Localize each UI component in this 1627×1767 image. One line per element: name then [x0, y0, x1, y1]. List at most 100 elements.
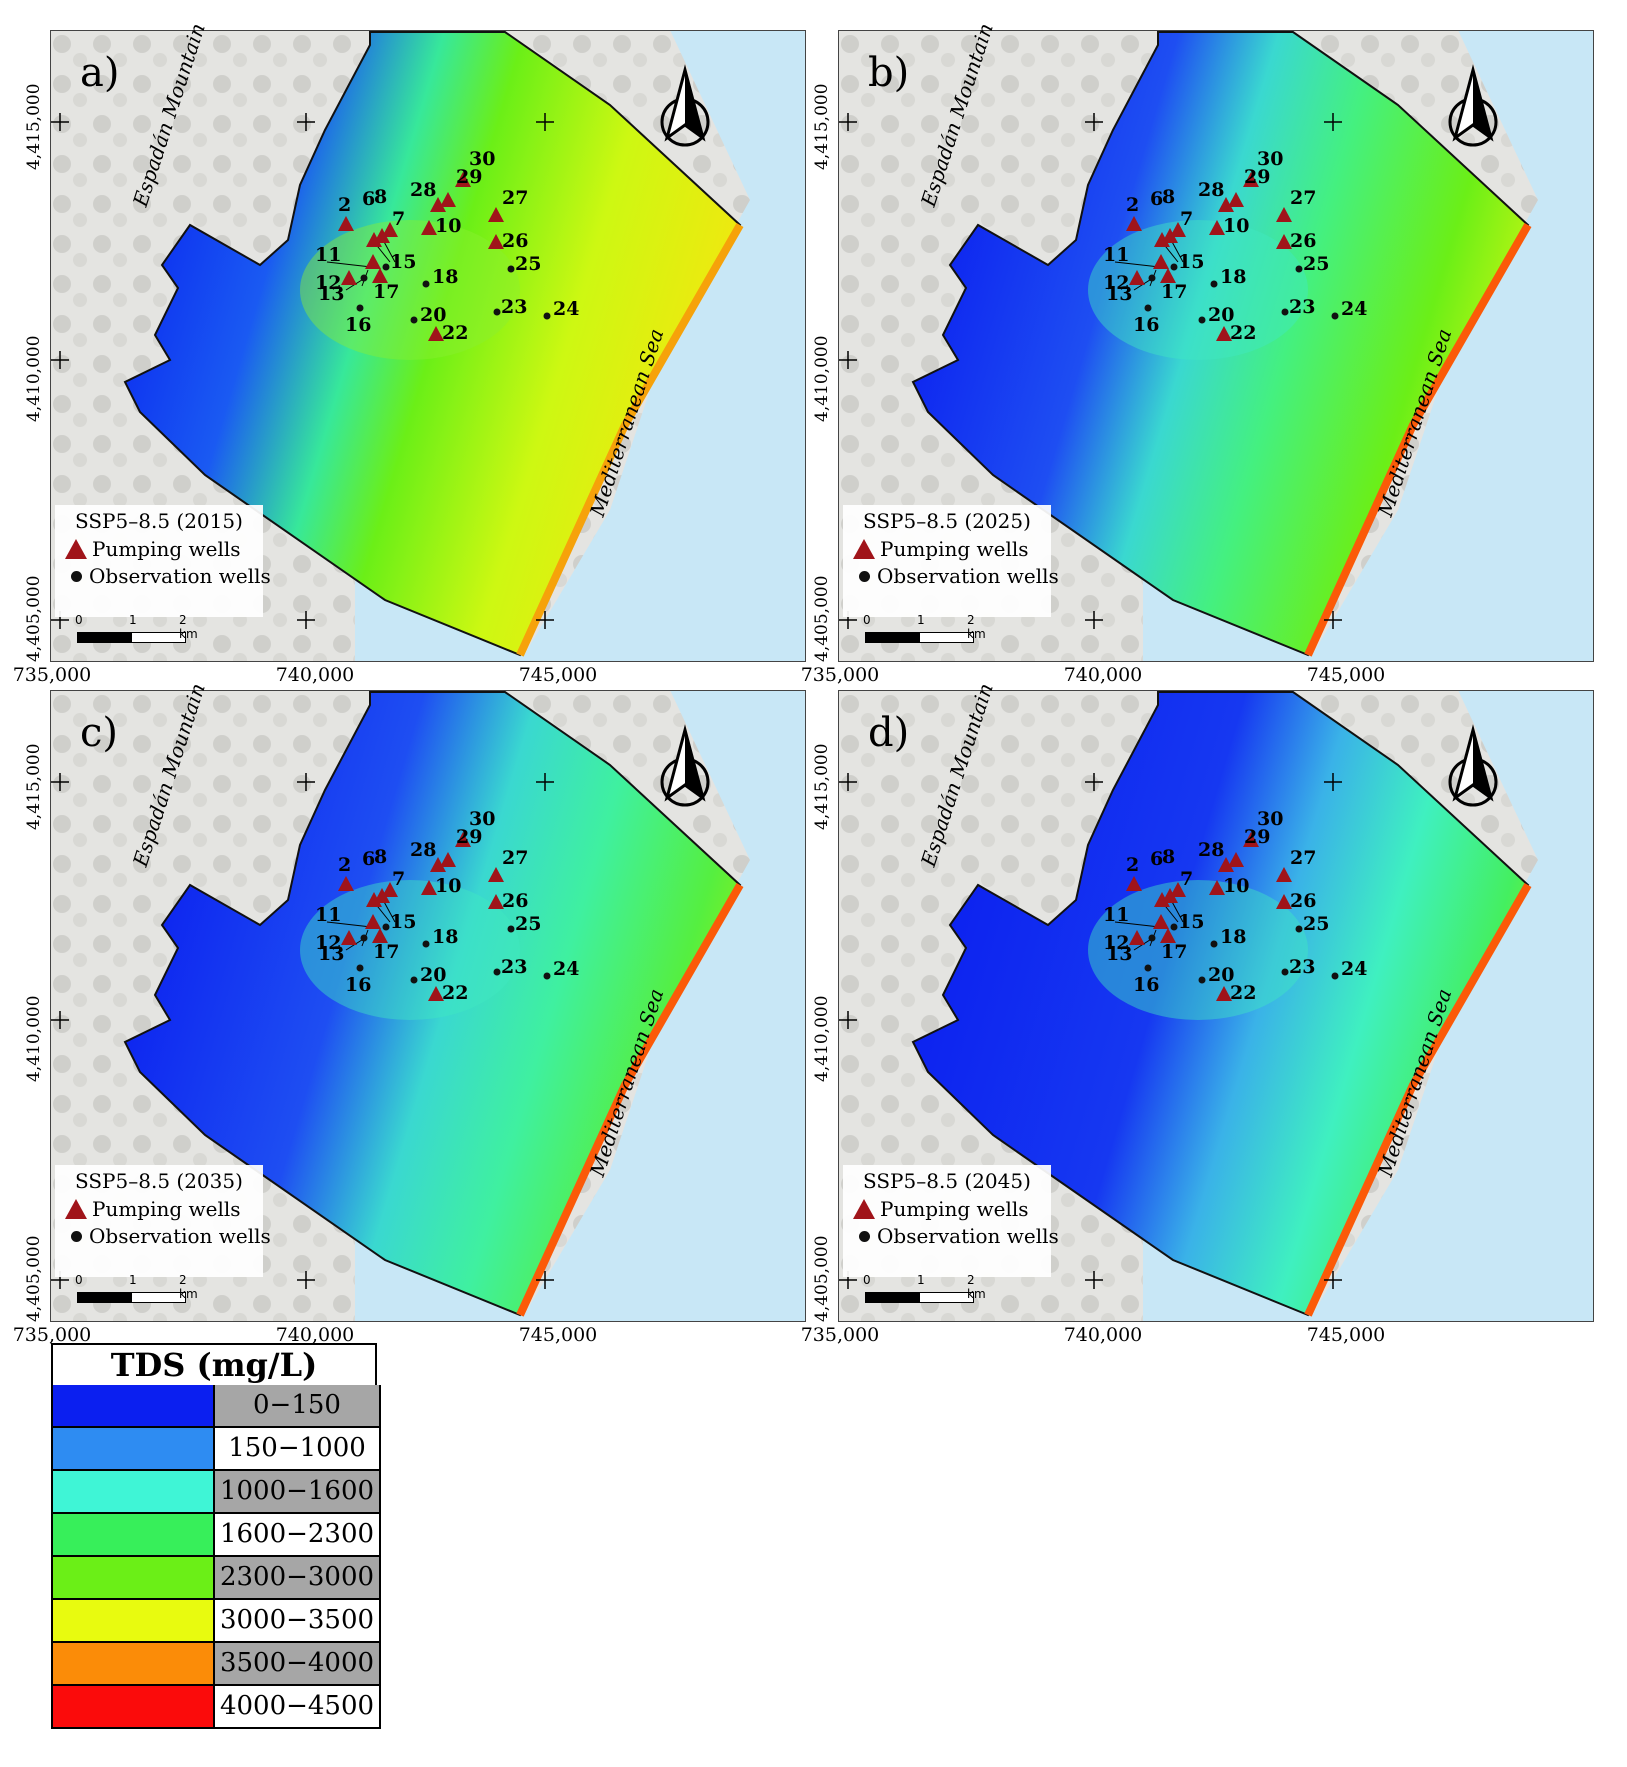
- pumping-well-28: [1218, 197, 1234, 212]
- well-label-18: 18: [432, 266, 459, 288]
- tds-class-row: 3500−4000: [51, 1643, 381, 1686]
- tds-color-swatch: [53, 1385, 213, 1426]
- y-tick-label: 4,410,000: [812, 335, 832, 422]
- x-tick-label: 745,000: [518, 664, 598, 686]
- x-tick-label: 735,000: [12, 664, 92, 686]
- panel-label: c): [80, 710, 119, 756]
- pumping-well-2: [338, 876, 354, 891]
- dot-icon: [71, 570, 82, 582]
- y-tick-label: 4,405,000: [24, 575, 44, 662]
- pumping-well-26: [488, 234, 504, 249]
- pumping-well-7: [1170, 222, 1186, 237]
- well-label-27: 27: [1290, 187, 1317, 209]
- well-label-26: 26: [1290, 230, 1317, 252]
- y-tick-label: 4,415,000: [812, 83, 832, 170]
- pumping-well-30: [455, 172, 471, 187]
- pumping-well-22: [428, 986, 444, 1001]
- well-label-6: 6: [1150, 848, 1164, 870]
- x-tick-label: 740,000: [1063, 664, 1143, 686]
- pumping-well-28: [430, 857, 446, 872]
- dot-icon: [859, 1230, 870, 1242]
- pumping-well-29: [440, 192, 456, 207]
- y-tick-label: 4,405,000: [812, 1235, 832, 1322]
- scale-label: 2 km: [179, 1273, 198, 1301]
- pumping-well-10: [421, 880, 437, 895]
- well-label-26: 26: [502, 230, 529, 252]
- well-label-29: 29: [456, 826, 483, 848]
- well-label-22: 22: [442, 322, 469, 344]
- pumping-well-27: [1276, 867, 1292, 882]
- well-label-24: 24: [553, 958, 580, 980]
- well-label-2: 2: [338, 194, 352, 216]
- well-label-20: 20: [1208, 964, 1235, 986]
- legend-pumping: Pumping wells: [853, 537, 1029, 561]
- scale-label: 0: [75, 613, 83, 627]
- well-label-15: 15: [390, 911, 417, 933]
- tds-class-row: 150−1000: [51, 1428, 381, 1471]
- pumping-well-8: [1162, 228, 1178, 243]
- well-label-12: 12: [315, 272, 342, 294]
- well-label-18: 18: [1220, 266, 1247, 288]
- pumping-well-2: [1126, 876, 1142, 891]
- tds-class-label: 0−150: [213, 1385, 379, 1426]
- pumping-well-27: [488, 867, 504, 882]
- well-label-16: 16: [345, 974, 372, 996]
- pumping-well-10: [1209, 220, 1225, 235]
- pumping-well-11: [1153, 914, 1169, 929]
- scale-label: 0: [863, 1273, 871, 1287]
- legend-observation: Observation wells: [65, 564, 271, 588]
- well-label-18: 18: [1220, 926, 1247, 948]
- x-tick-label: 740,000: [275, 1324, 355, 1346]
- pumping-well-12: [341, 930, 357, 945]
- well-label-2: 2: [1126, 194, 1140, 216]
- panel-label: d): [868, 710, 910, 756]
- well-label-16: 16: [1133, 974, 1160, 996]
- observation-well-25: [1295, 265, 1303, 273]
- observation-well-16: [1144, 964, 1152, 972]
- pumping-well-2: [1126, 216, 1142, 231]
- scale-bar: 0 1 2 km: [863, 613, 986, 643]
- x-tick-label: 745,000: [1306, 1324, 1386, 1346]
- well-label-17: 17: [1161, 281, 1188, 303]
- legend-pumping-label: Pumping wells: [880, 1197, 1029, 1221]
- well-label-22: 22: [1230, 322, 1257, 344]
- well-label-13: 13: [318, 283, 345, 305]
- scale-label: 2 km: [967, 1273, 986, 1301]
- well-label-28: 28: [410, 179, 437, 201]
- well-label-22: 22: [1230, 982, 1257, 1004]
- pumping-well-6: [1154, 892, 1170, 907]
- tds-color-swatch: [53, 1514, 213, 1555]
- observation-well-16: [1144, 304, 1152, 312]
- well-label-11: 11: [1103, 904, 1130, 926]
- well-label-24: 24: [553, 298, 580, 320]
- tds-class-label: 1000−1600: [213, 1471, 379, 1512]
- map-legend: [55, 505, 263, 617]
- y-tick-label: 4,405,000: [24, 1235, 44, 1322]
- dot-icon: [71, 1230, 82, 1242]
- observation-well-23: [493, 968, 501, 976]
- y-tick-label: 4,415,000: [24, 743, 44, 830]
- well-label-8: 8: [1162, 846, 1176, 868]
- well-label-23: 23: [1289, 956, 1316, 978]
- x-tick-label: 740,000: [275, 664, 355, 686]
- observation-well-18: [1210, 280, 1218, 288]
- observation-well-15: [1170, 923, 1178, 931]
- observation-well-18: [1210, 940, 1218, 948]
- well-label-6: 6: [1150, 188, 1164, 210]
- x-tick-label: 740,000: [1063, 1324, 1143, 1346]
- pumping-well-6: [366, 892, 382, 907]
- y-tick-label: 4,410,000: [24, 335, 44, 422]
- well-label-20: 20: [420, 304, 447, 326]
- well-label-23: 23: [501, 296, 528, 318]
- panel-label: b): [868, 50, 910, 96]
- well-label-25: 25: [1303, 253, 1330, 275]
- tds-map: [50, 690, 806, 1322]
- well-label-15: 15: [390, 251, 417, 273]
- y-tick-label: 4,415,000: [24, 83, 44, 170]
- scale-bar: 0 1 2 km: [863, 1273, 986, 1303]
- observation-well-15: [382, 263, 390, 271]
- well-label-13: 13: [1106, 943, 1133, 965]
- triangle-icon: [853, 1199, 875, 1219]
- well-label-6: 6: [362, 188, 376, 210]
- legend-pumping-label: Pumping wells: [92, 537, 241, 561]
